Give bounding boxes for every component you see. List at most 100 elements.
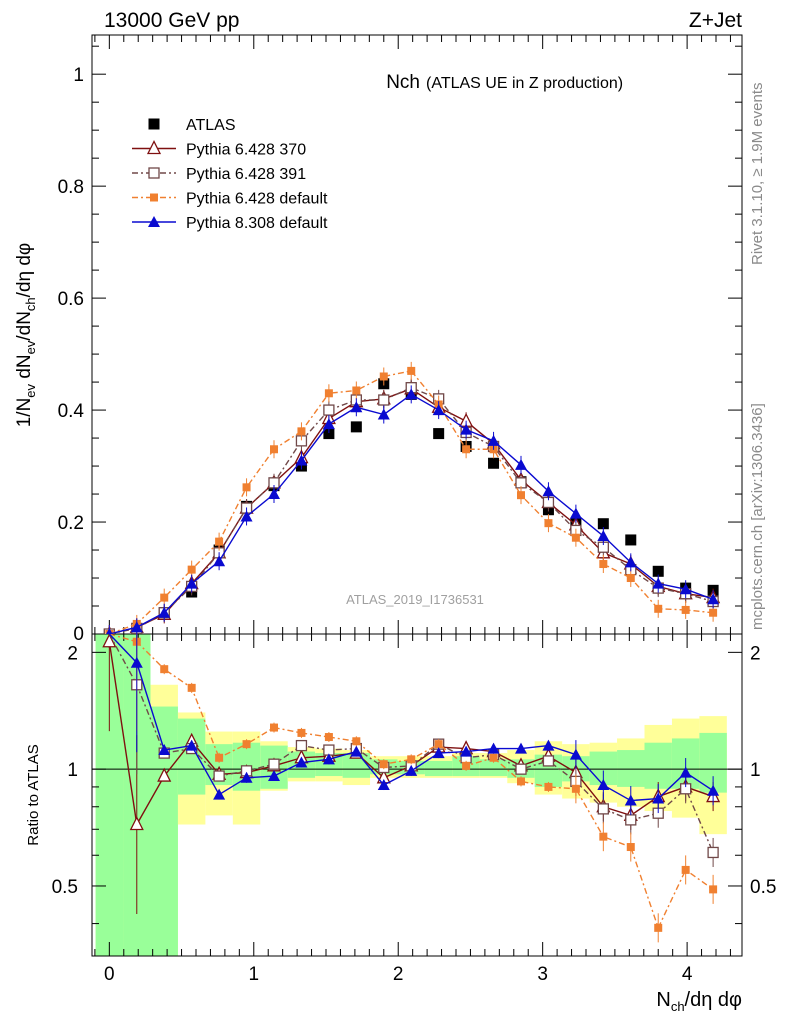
main-point-p8def xyxy=(679,583,692,595)
main-point-p6def xyxy=(709,608,718,617)
x-tick-label: 2 xyxy=(393,964,404,985)
main-point-p8def xyxy=(130,621,143,633)
main-series-group xyxy=(103,361,721,634)
x-tick-label: 4 xyxy=(682,964,693,985)
main-y-tick-label: 0 xyxy=(73,624,84,645)
main-point-p391 xyxy=(378,394,390,406)
main-point-p6def xyxy=(517,491,525,500)
main-y-tick-label: 1 xyxy=(73,65,84,86)
ratio-point-p370 xyxy=(129,816,144,831)
ratio-point-p370 xyxy=(102,634,117,648)
main-point-p391 xyxy=(323,404,335,416)
axes: 0 1 2 3 4 0 0.2 0.4 0.6 0.8 1 0.5 0.5 1 1 2 2 xyxy=(52,34,776,985)
ratio-point-p6def xyxy=(297,728,306,737)
main-point-data xyxy=(652,565,664,577)
main-point-p6def xyxy=(599,560,608,569)
ratio-point-p6def xyxy=(517,777,525,786)
legend-marker-p8def xyxy=(148,216,160,227)
main-point-p8def xyxy=(240,510,253,522)
ratio-band-green xyxy=(617,750,645,787)
main-point-p8def xyxy=(569,507,582,519)
collision-label: 13000 GeV pp xyxy=(104,9,239,32)
legend-label-p391: Pythia 6.428 391 xyxy=(186,166,306,183)
legend-label-data: ATLAS xyxy=(186,117,236,134)
ratio-band-green xyxy=(479,759,508,777)
main-point-data xyxy=(323,428,335,440)
main-point-p8def xyxy=(106,628,113,634)
legend-marker-p6def xyxy=(150,193,158,202)
data-marks xyxy=(102,361,721,943)
ratio-point-p391 xyxy=(268,758,280,770)
x-tick-label: 1 xyxy=(248,964,259,985)
ratio-point-p391 xyxy=(597,803,609,815)
main-y-tick-label: 0.2 xyxy=(58,513,84,534)
ratio-point-p6def xyxy=(571,784,580,793)
main-point-p6def xyxy=(187,565,196,574)
main-point-p6def xyxy=(571,533,580,542)
ratio-y-tick-label-right: 1 xyxy=(750,760,761,781)
ratio-point-p8def xyxy=(213,788,226,800)
main-point-p6def xyxy=(681,605,690,614)
main-point-p6def xyxy=(160,593,169,602)
ratio-point-p6def xyxy=(599,832,608,841)
main-point-p8def xyxy=(432,404,445,416)
ratio-point-p6def xyxy=(324,733,333,742)
ratio-point-p391 xyxy=(625,814,637,826)
ratio-point-p6def xyxy=(407,755,416,764)
ratio-y-tick-label-left: 1 xyxy=(67,760,78,781)
main-point-data xyxy=(625,534,637,546)
ratio-series-line-p6def xyxy=(109,634,714,930)
main-point-p6def xyxy=(407,366,416,375)
ratio-point-p6def xyxy=(215,753,224,762)
legend: ATLAS Pythia 6.428 370 Pythia 6.428 391 Pyt… xyxy=(132,117,328,232)
main-point-p6def xyxy=(324,389,333,398)
ratio-point-p6def xyxy=(160,665,169,674)
ratio-point-p8def xyxy=(405,764,418,776)
legend-marker-p391 xyxy=(148,167,160,179)
ratio-uncertainty-bands xyxy=(95,634,727,956)
ratio-point-p6def xyxy=(434,740,443,749)
main-point-p8def xyxy=(652,577,665,589)
ratio-point-p8def xyxy=(460,745,473,757)
ratio-point-p8def xyxy=(487,742,500,754)
main-point-p8def xyxy=(158,606,171,618)
ratio-point-p8def xyxy=(542,739,555,751)
ratio-point-p391 xyxy=(707,846,719,859)
ratio-point-p6def xyxy=(270,723,278,732)
main-point-p6def xyxy=(462,445,471,454)
ratio-band-green xyxy=(315,753,343,777)
main-y-tick-label: 0.6 xyxy=(58,289,84,310)
ratio-y-tick-label-right: 0.5 xyxy=(750,877,776,898)
ratio-point-p6def xyxy=(462,761,471,770)
main-point-p8def xyxy=(295,454,308,466)
main-point-p8def xyxy=(350,401,363,413)
ratio-point-p8def xyxy=(515,742,527,754)
ratio-point-p6def xyxy=(681,865,690,874)
main-point-data xyxy=(350,421,362,433)
ratio-point-p8def xyxy=(597,779,610,791)
main-series-line-p6def xyxy=(109,370,714,634)
ratio-point-p8def xyxy=(707,784,720,796)
main-point-p6def xyxy=(626,574,635,583)
legend-label-p8def: Pythia 8.308 default xyxy=(186,215,328,232)
ratio-point-p8def xyxy=(158,744,171,756)
x-axis-label: Nch/dη dφ xyxy=(656,989,742,1014)
legend-label-p370: Pythia 6.428 370 xyxy=(186,142,306,159)
main-point-p6def xyxy=(270,445,278,454)
main-y-tick-label: 0.8 xyxy=(58,177,84,198)
main-point-p8def xyxy=(377,408,390,420)
ratio-point-p391 xyxy=(213,770,225,782)
ratio-point-p8def xyxy=(679,766,692,778)
main-point-p6def xyxy=(352,386,361,395)
main-point-data xyxy=(433,428,445,440)
legend-label-p6def: Pythia 6.428 default xyxy=(186,191,328,208)
ratio-point-p6def xyxy=(654,923,663,932)
ratio-point-p391 xyxy=(542,755,555,767)
ratio-point-p6def xyxy=(544,782,553,791)
ratio-band-green xyxy=(150,706,178,956)
ratio-series-line-p391 xyxy=(108,634,714,853)
ratio-band-green xyxy=(424,760,453,777)
x-tick-label: 0 xyxy=(104,964,115,985)
main-point-p8def xyxy=(185,577,198,589)
ratio-point-p6def xyxy=(242,740,251,749)
